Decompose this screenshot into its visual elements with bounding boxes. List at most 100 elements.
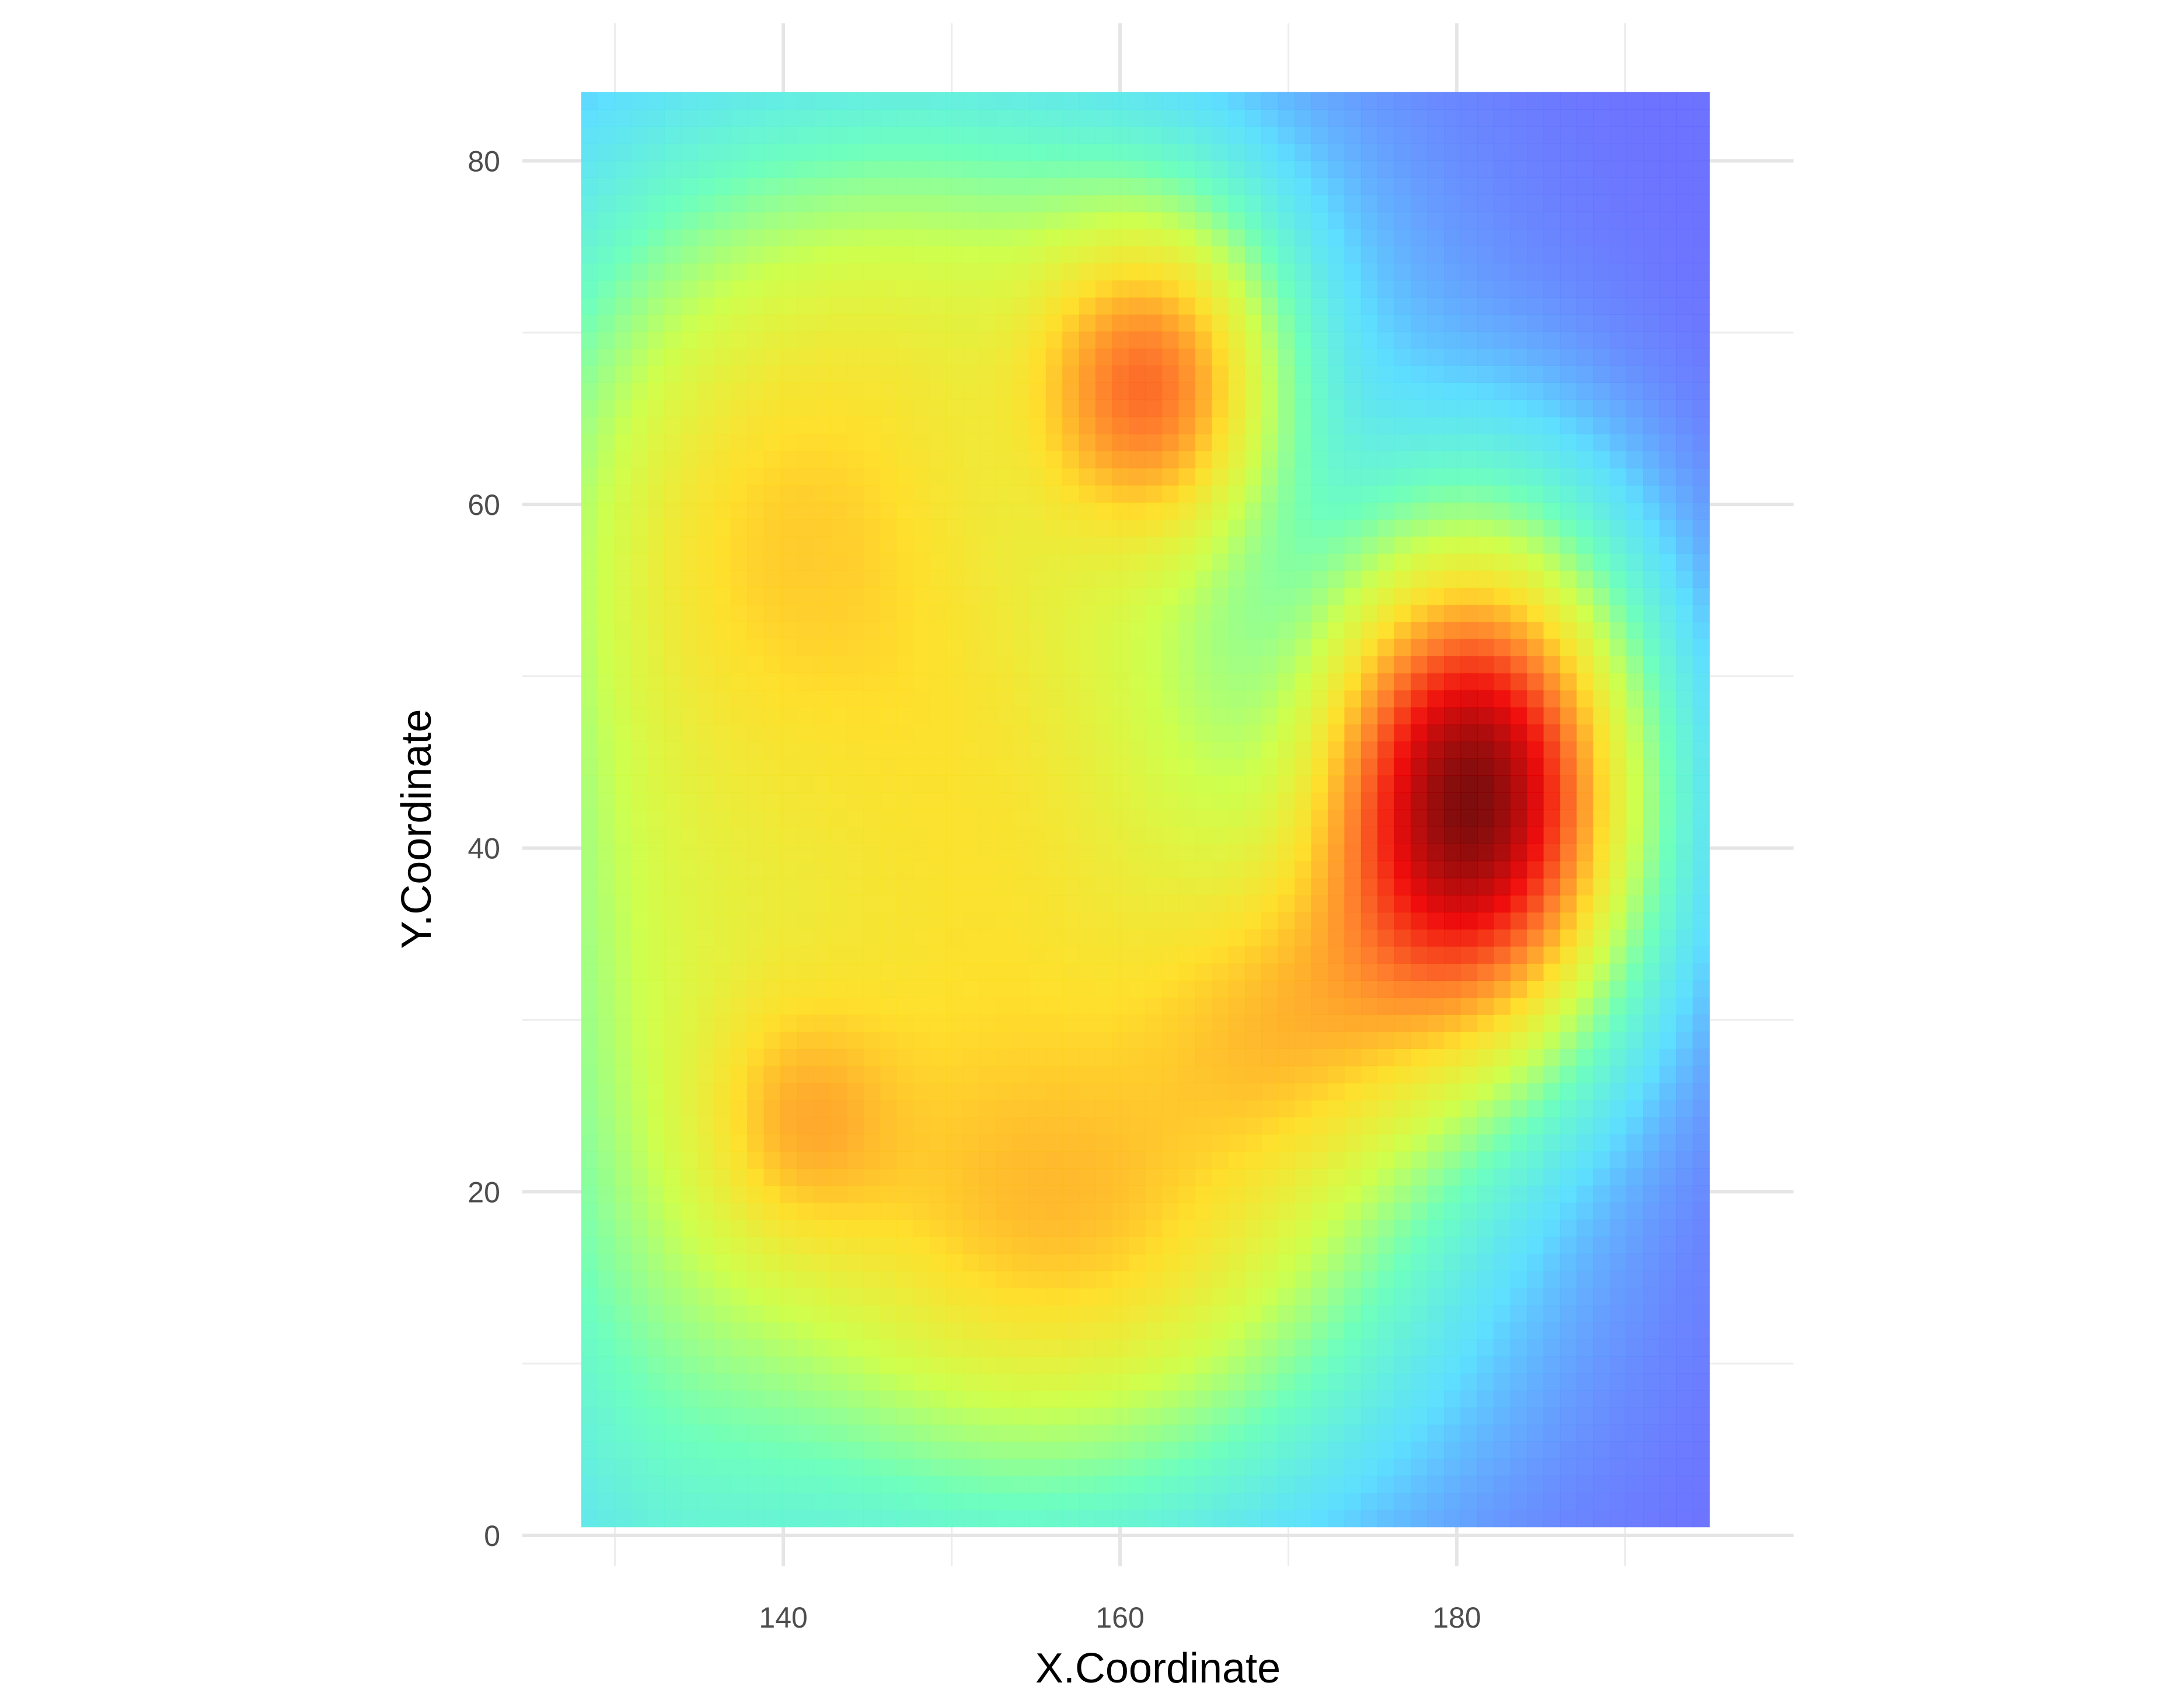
density-cell (1096, 656, 1113, 674)
density-cell (763, 946, 781, 964)
density-cell (996, 1202, 1013, 1220)
density-cell (1295, 1065, 1312, 1084)
density-cell (1311, 604, 1328, 622)
density-cell (1112, 1117, 1129, 1135)
density-cell (1510, 348, 1527, 366)
density-cell (1643, 1304, 1660, 1323)
density-cell (631, 673, 648, 691)
density-cell (996, 689, 1013, 708)
density-cell (1576, 433, 1594, 452)
density-cell (1510, 792, 1527, 810)
density-cell (1659, 877, 1677, 896)
density-cell (962, 861, 981, 879)
density-cell (664, 963, 682, 981)
density-cell (946, 689, 964, 708)
density-cell (1394, 673, 1412, 691)
density-cell (1360, 1065, 1379, 1084)
density-cell (1559, 1510, 1578, 1528)
density-cell (780, 1492, 798, 1510)
density-cell (1676, 621, 1694, 639)
density-cell (1411, 656, 1428, 674)
density-cell (1427, 775, 1445, 793)
density-cell (1244, 997, 1262, 1015)
density-cell (1676, 433, 1694, 452)
density-cell (631, 1424, 648, 1442)
density-cell (880, 980, 897, 998)
density-cell (1443, 399, 1461, 417)
density-cell (1045, 1082, 1063, 1100)
density-cell (979, 877, 997, 896)
density-cell (1477, 416, 1495, 434)
density-cell (1643, 706, 1660, 725)
density-cell (830, 1475, 847, 1493)
density-cell (614, 980, 632, 998)
density-cell (1128, 485, 1146, 503)
density-cell (1360, 1356, 1379, 1374)
density-cell (846, 929, 864, 947)
density-cell (1543, 1031, 1561, 1050)
density-cell (946, 1475, 964, 1493)
density-cell (1328, 1390, 1345, 1408)
density-cell (1411, 297, 1428, 315)
density-cell (1328, 587, 1345, 605)
density-cell (1559, 1424, 1578, 1442)
density-cell (1559, 963, 1578, 981)
density-cell (1029, 861, 1046, 879)
density-cell (1626, 468, 1644, 486)
density-cell (1510, 536, 1527, 554)
density-cell (1593, 689, 1611, 708)
density-cell (1559, 877, 1578, 896)
density-cell (1394, 485, 1412, 503)
density-cell (780, 894, 798, 912)
density-cell (846, 1322, 864, 1340)
density-cell (1328, 382, 1345, 400)
density-cell (1178, 1236, 1196, 1255)
density-cell (813, 946, 831, 964)
density-cell (1559, 997, 1578, 1015)
density-cell (1676, 1168, 1694, 1186)
density-cell (1559, 1475, 1578, 1493)
density-cell (1062, 775, 1080, 793)
density-cell (1295, 758, 1312, 776)
density-cell (763, 365, 781, 383)
density-cell (1477, 553, 1495, 571)
density-cell (697, 1253, 715, 1271)
density-cell (1012, 1339, 1030, 1357)
density-cell (1228, 1390, 1245, 1408)
density-cell (581, 553, 599, 571)
density-cell (1643, 877, 1660, 896)
density-cell (1559, 1441, 1578, 1459)
density-cell (1394, 997, 1412, 1015)
density-cell (1161, 1287, 1180, 1305)
density-cell (763, 1475, 781, 1493)
density-cell (1360, 1372, 1379, 1391)
density-cell (996, 485, 1013, 503)
density-cell (631, 861, 648, 879)
density-cell (1543, 1356, 1561, 1374)
density-cell (1676, 689, 1694, 708)
density-cell (880, 1492, 897, 1510)
density-cell (1394, 621, 1412, 639)
density-cell (581, 280, 599, 298)
density-cell (946, 399, 964, 417)
density-cell (614, 656, 632, 674)
density-cell (979, 1475, 997, 1493)
density-cell (1112, 963, 1129, 981)
density-cell (1195, 1202, 1212, 1220)
density-cell (880, 724, 897, 742)
density-cell (714, 1219, 731, 1237)
density-cell (647, 844, 665, 862)
density-cell (1477, 758, 1495, 776)
density-cell (1394, 553, 1412, 571)
density-cell (1427, 468, 1445, 486)
density-cell (1510, 1372, 1527, 1391)
density-cell (1559, 724, 1578, 742)
density-cell (846, 1219, 864, 1237)
density-cell (697, 706, 715, 725)
density-cell (1278, 1475, 1296, 1493)
density-cell (614, 1270, 632, 1288)
density-cell (979, 826, 997, 844)
density-cell (1328, 894, 1345, 912)
density-cell (1443, 1168, 1461, 1186)
density-cell (1610, 929, 1627, 947)
